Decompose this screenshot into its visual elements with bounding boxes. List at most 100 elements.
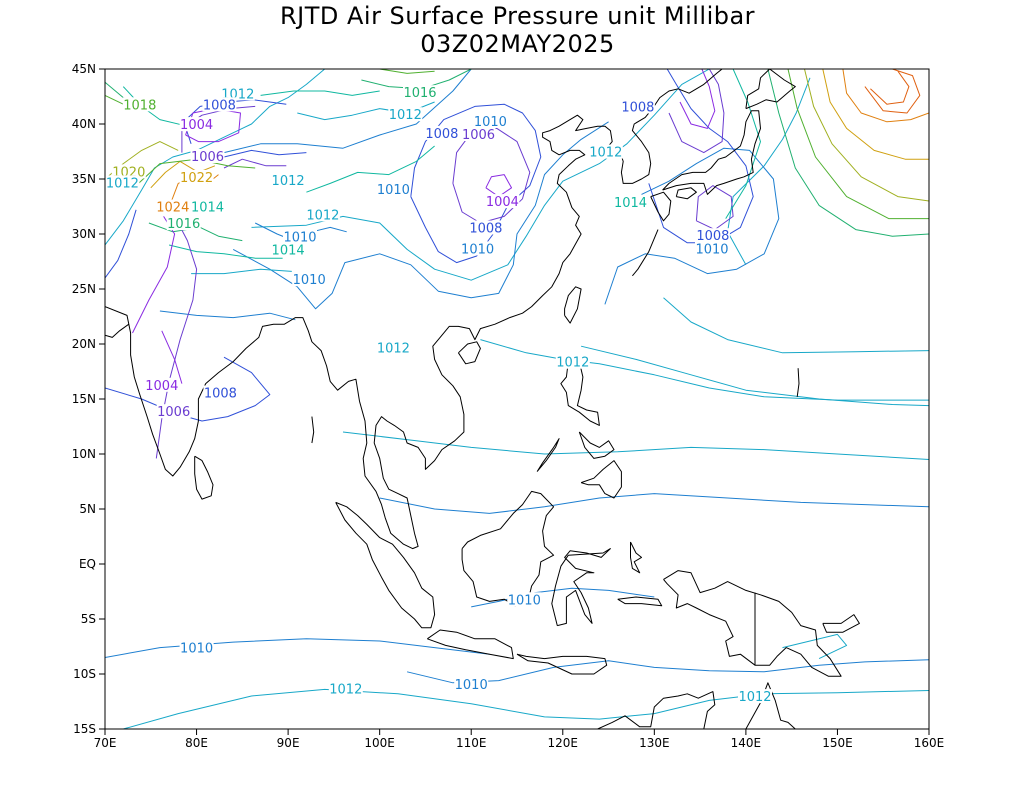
contour-label: 1010 — [461, 242, 494, 257]
contour-label: 1016 — [167, 217, 200, 232]
coastline-marianas — [796, 368, 800, 397]
isobar-1008 — [105, 209, 137, 279]
coastline-sakhalin — [762, 69, 763, 70]
coastline-borneo — [461, 490, 555, 607]
isobar-1012 — [480, 339, 929, 401]
contour-label: 1018 — [123, 98, 156, 113]
y-tick-label: 15S — [73, 722, 96, 736]
isobar-1012 — [123, 688, 929, 729]
isobar-1018 — [105, 94, 124, 105]
contour-label: 1012 — [556, 356, 589, 371]
contour-label: 1012 — [738, 690, 771, 705]
contour-label: 1010 — [695, 242, 728, 257]
isobar-1008 — [105, 356, 271, 422]
y-tick-label: 35N — [72, 172, 96, 186]
isobar-1026 — [870, 70, 910, 105]
contour-label: 1024 — [156, 201, 189, 216]
coastline-japan-kyushu — [650, 191, 672, 222]
map-title: RJTD Air Surface Pressure unit Millibar … — [0, 2, 1035, 58]
contour-label-bg — [620, 99, 655, 114]
isobar-1004 — [132, 216, 176, 334]
coastline-sulawesi — [551, 548, 611, 627]
contour-label: 1012 — [329, 682, 362, 697]
contour-label: 1010 — [283, 230, 316, 245]
isobar-1006 — [223, 158, 287, 169]
title-line-2: 03Z02MAY2025 — [420, 30, 615, 58]
contour-label-bg — [376, 340, 411, 355]
coastline-layer — [105, 69, 860, 729]
isobar-1008 — [648, 69, 754, 244]
coastline-india-west — [105, 323, 130, 338]
y-tick-label: 10S — [73, 667, 96, 681]
contour-label-bg — [403, 85, 437, 100]
title-line-1: RJTD Air Surface Pressure unit Millibar — [279, 2, 756, 30]
contour-label: 1010 — [377, 183, 410, 198]
isobar-1012 — [782, 633, 848, 660]
isobar-1014 — [725, 69, 761, 219]
isobar-1014 — [168, 244, 283, 259]
isobar-1012 — [191, 268, 292, 275]
isobar-1006 — [155, 222, 198, 459]
contour-label-bg — [454, 677, 489, 691]
isobar-1010 — [105, 638, 490, 658]
isobar-layer — [105, 69, 929, 729]
y-tick-label: EQ — [79, 557, 96, 571]
coastline-japan-hokkaido — [745, 69, 796, 110]
x-tick-label: 150E — [822, 736, 853, 750]
isobar-1010 — [604, 147, 780, 305]
coastline-new-guinea — [663, 570, 842, 677]
isobar-1008 — [223, 149, 307, 158]
contour-label-bg — [105, 175, 140, 190]
coastline-java — [427, 629, 514, 660]
coastline-new-britain — [822, 614, 860, 633]
isobar-1010 — [379, 493, 929, 514]
y-tick-label: 10N — [72, 447, 96, 461]
coastline-luzon — [560, 361, 600, 426]
coastline-hainan — [457, 341, 481, 365]
isobar-1010 — [223, 69, 472, 154]
contour-label-bg — [190, 149, 225, 163]
coastline-ryukyu — [632, 229, 659, 277]
contour-label-bg — [588, 144, 623, 159]
isobar-1010 — [471, 587, 655, 608]
contour-label: 1008 — [469, 222, 502, 237]
contour-label: 1012 — [389, 108, 422, 123]
axis-layer: 70E 80E 90E 100E 110E 120E 130E 140E 150E 160E 45N… — [72, 62, 945, 750]
contour-label: 1012 — [377, 341, 410, 356]
contour-label-bg — [190, 199, 225, 214]
contour-label-bg — [695, 241, 729, 256]
contour-label-bg — [155, 199, 190, 214]
coastline-japan-shikoku — [675, 187, 697, 200]
x-tick-label: 130E — [639, 736, 670, 750]
x-tick-label: 100E — [364, 736, 395, 750]
isobar-1006 — [668, 69, 725, 154]
contour-label: 1008 — [204, 387, 237, 402]
y-tick-label: 40N — [72, 117, 96, 131]
y-tick-label: 20N — [72, 337, 96, 351]
contour-label-bg — [220, 86, 255, 101]
contour-label-bg — [695, 228, 730, 243]
isobar-1018 — [379, 69, 435, 74]
contour-label: 1004 — [180, 118, 213, 133]
contour-label-bg — [460, 241, 495, 256]
contour-label-bg — [156, 404, 191, 419]
contour-label-bg — [424, 125, 459, 140]
contour-label: 1014 — [614, 196, 647, 211]
contour-label-bg — [202, 97, 237, 112]
contour-label: 1004 — [486, 195, 519, 210]
coastline-halmahera — [630, 541, 642, 574]
contour-label: 1008 — [425, 127, 458, 142]
isobar-1026 — [864, 69, 921, 114]
contour-label-bg — [461, 127, 496, 141]
isobar-1014 — [260, 90, 380, 96]
isobar-1012 — [663, 297, 929, 354]
coastline-palawan — [536, 438, 560, 472]
isobar-1012 — [580, 345, 929, 407]
contour-label: 1014 — [272, 244, 305, 259]
coastline-visayas — [578, 431, 615, 459]
contour-label-bg — [271, 242, 306, 257]
isobar-1004 — [679, 69, 716, 129]
y-tick-label: 15N — [72, 392, 96, 406]
coastline-lesser-sunda — [516, 653, 608, 675]
